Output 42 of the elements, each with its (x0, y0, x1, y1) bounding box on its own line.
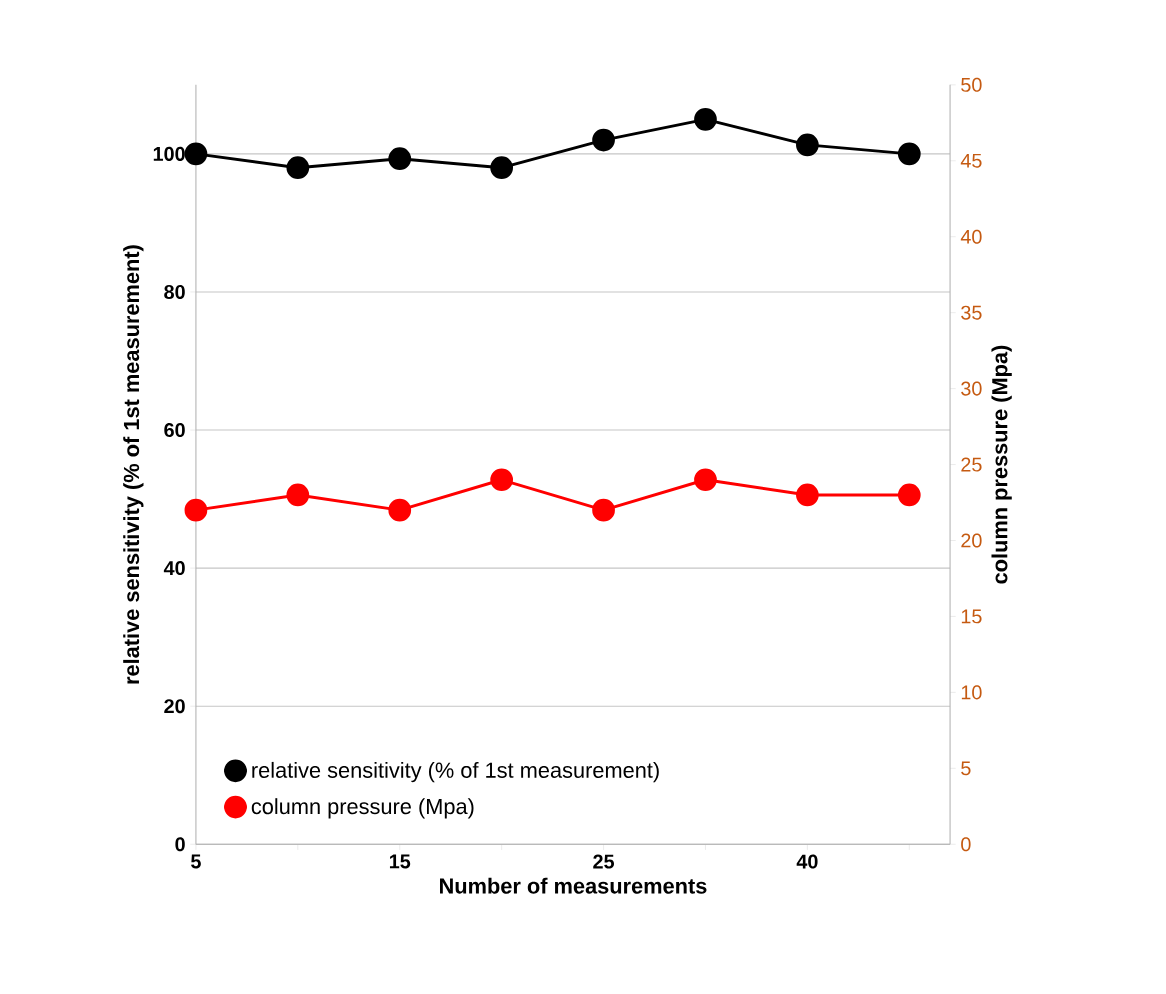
y2-tick-label: 25 (961, 457, 982, 472)
x-tick-label: 5 (191, 854, 201, 869)
x-tick-label: 25 (593, 854, 615, 869)
y2-tick-label: 5 (961, 761, 971, 776)
point (388, 147, 412, 171)
y-tick-label: 0 (175, 837, 185, 852)
point (184, 142, 208, 166)
y-tick-label: 100 (153, 147, 185, 162)
y2-tick-label: 35 (961, 305, 982, 320)
point (897, 142, 921, 166)
point (694, 468, 717, 492)
y-tick-label: 60 (164, 423, 185, 438)
y-axis-title: relative sensitivity (% of 1st measurement) (123, 245, 144, 684)
legend-label: relative sensitivity (% of 1st measurement) (252, 762, 659, 783)
point (796, 133, 819, 157)
y2-tick-label: 30 (961, 381, 982, 396)
y2-tick-label: 40 (960, 229, 982, 244)
y2-tick-label: 50 (961, 78, 982, 93)
point (592, 128, 615, 152)
y-tick-label: 40 (163, 561, 185, 576)
point (897, 483, 921, 507)
x-tick-label: 15 (389, 854, 411, 869)
point (592, 498, 615, 522)
y2-tick-label: 15 (961, 609, 982, 624)
x-axis-title: Number of measurements (440, 877, 707, 894)
y2-tick-label: 0 (961, 837, 971, 852)
point (490, 156, 514, 180)
legend-label: column pressure (Mpa) (251, 798, 474, 819)
y2-axis-title: column pressure (Mpa) (991, 346, 1012, 584)
point (796, 483, 819, 507)
point (490, 468, 514, 492)
point (388, 498, 412, 522)
y2-tick-label: 10 (961, 685, 982, 700)
point (286, 483, 310, 507)
y2-tick-label: 20 (961, 533, 982, 548)
y-tick-label: 80 (164, 285, 185, 300)
point (286, 156, 310, 180)
x-tick-label: 40 (796, 854, 818, 869)
point (694, 108, 717, 131)
point (184, 498, 208, 522)
y-tick-label: 20 (164, 699, 185, 714)
y2-tick-label: 45 (960, 154, 982, 168)
